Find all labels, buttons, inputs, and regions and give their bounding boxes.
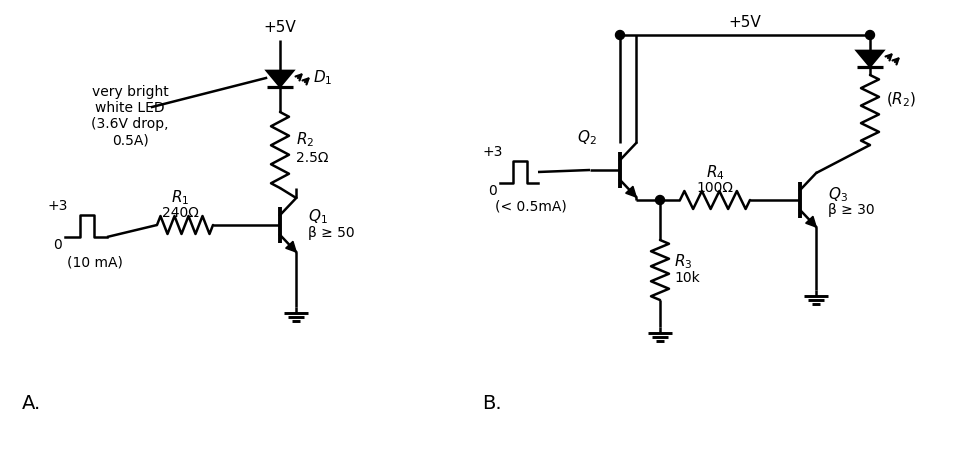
Text: 240Ω: 240Ω <box>162 206 198 220</box>
Circle shape <box>615 30 624 40</box>
Text: B.: B. <box>482 394 502 413</box>
Text: $Q_3$: $Q_3$ <box>828 186 847 204</box>
Text: +5V: +5V <box>264 20 297 35</box>
Circle shape <box>866 30 874 40</box>
Text: $R_1$: $R_1$ <box>170 188 189 207</box>
Text: $R_4$: $R_4$ <box>706 163 724 182</box>
Polygon shape <box>857 51 883 66</box>
Polygon shape <box>267 71 293 86</box>
Polygon shape <box>626 186 637 197</box>
Text: (< 0.5mA): (< 0.5mA) <box>495 199 567 213</box>
Text: 0: 0 <box>53 238 62 252</box>
Text: $Q_2$: $Q_2$ <box>578 128 597 147</box>
Polygon shape <box>806 216 817 227</box>
Text: A.: A. <box>22 394 41 413</box>
Text: +5V: +5V <box>729 15 762 30</box>
Text: $Q_1$: $Q_1$ <box>308 207 327 226</box>
Text: β ≥ 50: β ≥ 50 <box>308 226 354 240</box>
Text: 10k: 10k <box>674 271 700 285</box>
Text: $R_3$: $R_3$ <box>674 253 692 271</box>
Text: +3: +3 <box>482 145 503 159</box>
Text: very bright
white LED
(3.6V drop,
0.5A): very bright white LED (3.6V drop, 0.5A) <box>91 85 169 147</box>
Text: $D_1$: $D_1$ <box>313 69 332 87</box>
Polygon shape <box>286 241 297 252</box>
Text: $R_2$: $R_2$ <box>296 131 314 149</box>
Text: 2.5Ω: 2.5Ω <box>296 151 328 165</box>
Text: (10 mA): (10 mA) <box>67 255 123 269</box>
Text: +3: +3 <box>47 199 67 213</box>
Text: β ≥ 30: β ≥ 30 <box>828 203 874 217</box>
Circle shape <box>656 196 664 204</box>
Text: 100Ω: 100Ω <box>696 181 734 195</box>
Text: $(R_2)$: $(R_2)$ <box>886 91 917 109</box>
Text: 0: 0 <box>488 184 497 198</box>
